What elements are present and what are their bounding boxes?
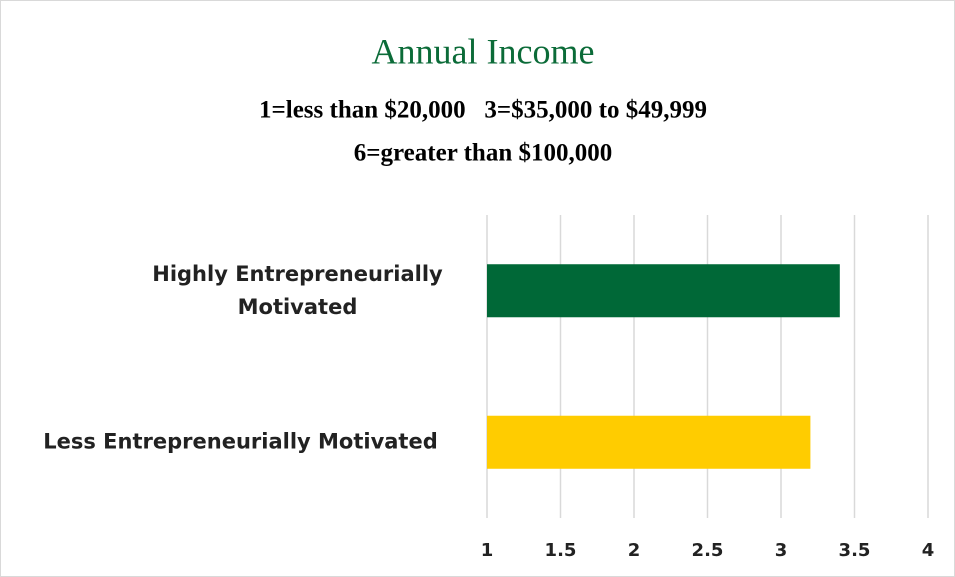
x-tick-label: 1	[481, 540, 494, 561]
x-tick-label: 3.5	[839, 540, 871, 561]
x-tick-label: 3	[775, 540, 788, 561]
bar	[487, 264, 840, 318]
y-tick-label: Highly Entrepreneurially Motivated	[152, 261, 443, 319]
x-tick-label: 2	[628, 540, 641, 561]
x-tick-label: 1.5	[545, 540, 577, 561]
chart-subtitle: 6=greater than $100,000	[354, 140, 612, 167]
y-tick-label: Less Entrepreneurially Motivated	[43, 429, 438, 454]
x-tick-label: 2.5	[692, 540, 724, 561]
chart-subtitle: 1=less than $20,000 3=$35,000 to $49,999	[259, 97, 707, 124]
bar	[487, 415, 811, 469]
chart-title: Annual Income	[372, 31, 595, 71]
x-tick-label: 4	[922, 540, 935, 561]
